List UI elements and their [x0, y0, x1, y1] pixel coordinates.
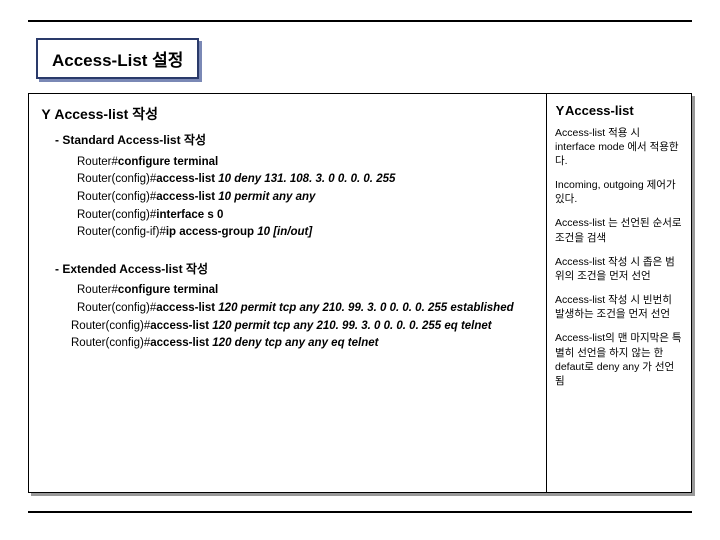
extended-block: Router#configure terminal Router(config)… — [77, 282, 539, 352]
cmd-line: Router(config)#access-list 120 deny tcp … — [71, 335, 539, 352]
cmd-line: Router(config)#access-list 120 permit tc… — [77, 300, 539, 317]
side-heading-text: Access-list — [565, 103, 634, 118]
cmd-line: Router(config)#access-list 10 deny 131. … — [77, 171, 539, 188]
side-note: Access-list의 맨 마지막은 특별히 선언을 하지 않는 한 defa… — [555, 331, 683, 388]
side-panel: YAccess-list Access-list 적용 시 interface … — [546, 93, 692, 493]
cmd-line: Router(config)#access-list 120 permit tc… — [71, 318, 539, 335]
side-note: Access-list 는 선언된 순서로 조건을 검색 — [555, 216, 683, 244]
standard-subhead: - Standard Access-list 작성 — [55, 132, 539, 149]
side-note: Access-list 작성 시 빈번히 발생하는 조건을 먼저 선언 — [555, 293, 683, 321]
side-heading: YAccess-list — [555, 102, 683, 120]
page-title: Access-List 설정 — [36, 38, 199, 79]
cmd-line: Router(config-if)#ip access-group 10 [in… — [77, 224, 539, 241]
standard-block: Router#configure terminal Router(config)… — [77, 154, 539, 241]
bottom-rule — [28, 511, 692, 513]
side-note: Incoming, outgoing 제어가 있다. — [555, 178, 683, 206]
side-note: Access-list 작성 시 좁은 범위의 조건을 먼저 선언 — [555, 255, 683, 283]
extended-subhead: - Extended Access-list 작성 — [55, 261, 539, 278]
cmd-line: Router#configure terminal — [77, 154, 539, 171]
main-heading: Y Access-list 작성 — [41, 104, 539, 124]
side-note: Access-list 적용 시 interface mode 에서 적용한다. — [555, 126, 683, 169]
content-wrap: Y Access-list 작성 - Standard Access-list … — [28, 93, 692, 493]
main-panel: Y Access-list 작성 - Standard Access-list … — [28, 93, 552, 493]
cmd-line: Router(config)#access-list 10 permit any… — [77, 189, 539, 206]
bullet-icon: Y — [41, 104, 51, 124]
cmd-line: Router(config)#interface s 0 — [77, 207, 539, 224]
cmd-line: Router#configure terminal — [77, 282, 539, 299]
bullet-icon: Y — [555, 102, 565, 120]
top-rule — [28, 20, 692, 22]
main-heading-text: Access-list 작성 — [54, 106, 158, 122]
